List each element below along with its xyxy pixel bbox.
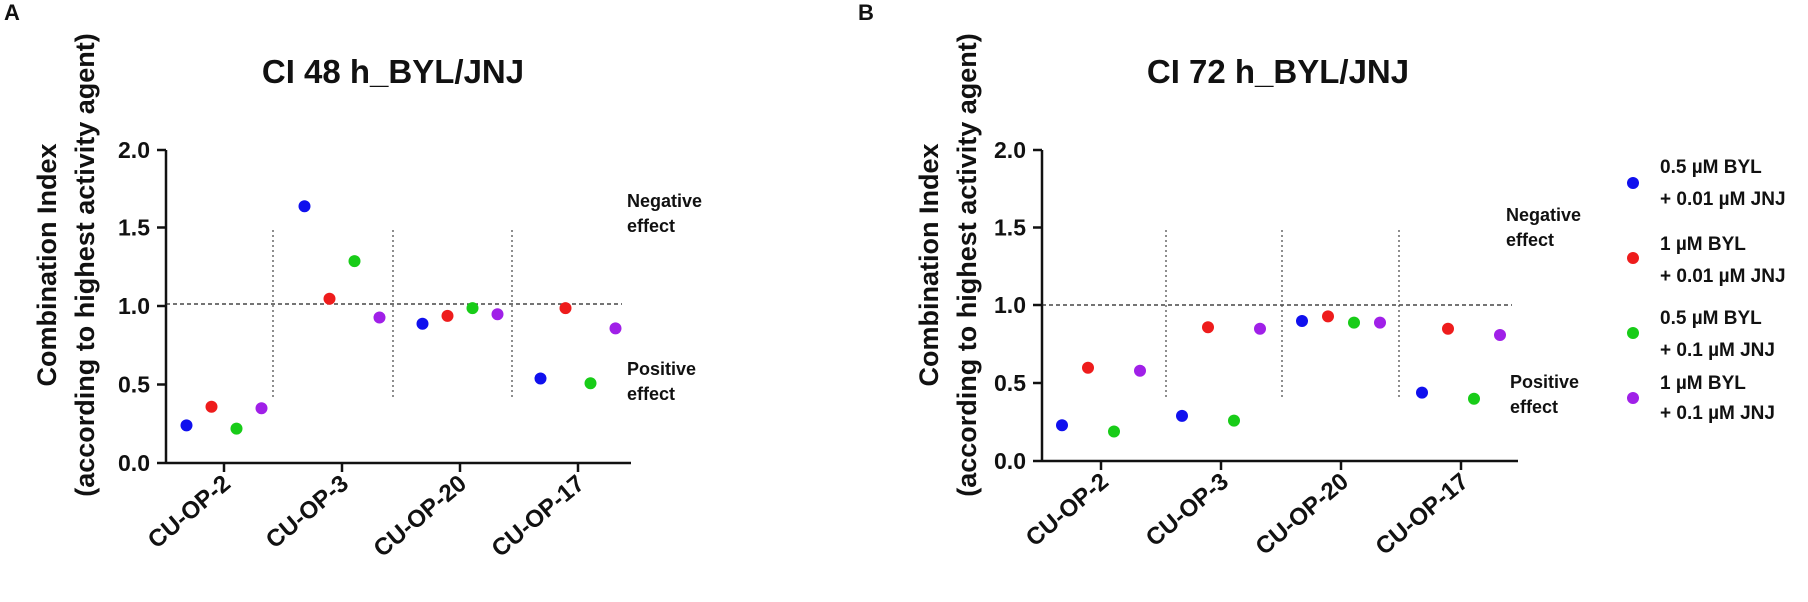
legend-label-2: + 0.01 µM JNJ xyxy=(1660,189,1786,210)
legend-label-2: + 0.01 µM JNJ xyxy=(1660,266,1786,287)
data-point xyxy=(1056,419,1068,432)
legend-item: 0.5 µM BYL + 0.01 µM JNJ xyxy=(1627,157,1786,210)
panel-a-ytick-label: 2.0 xyxy=(118,137,150,163)
panel-a-points xyxy=(180,200,622,435)
panel-a-positive-annotation-2: effect xyxy=(627,384,675,404)
panel-a-ylabel: Combination Index xyxy=(32,144,62,387)
legend-label: 1 µM BYL xyxy=(1660,373,1746,394)
panel-b-positive-annotation-2: effect xyxy=(1510,397,1558,417)
data-point xyxy=(1296,315,1308,327)
panel-b-ytick-label: 1.0 xyxy=(994,292,1026,318)
data-point xyxy=(1228,414,1240,427)
data-point xyxy=(559,302,572,315)
data-point xyxy=(1348,316,1360,329)
panel-b-ytick: 0.0 xyxy=(994,448,1042,474)
panel-b: B CI 72 h_BYL/JNJ Combination Index (acc… xyxy=(858,0,1581,561)
data-point xyxy=(466,302,479,315)
legend-label: 0.5 µM BYL xyxy=(1660,308,1762,329)
panel-b-category-label: CU-OP-17 xyxy=(1371,468,1474,561)
panel-a-negative-annotation-2: effect xyxy=(627,216,675,236)
panel-b-title: CI 72 h_BYL/JNJ xyxy=(1147,53,1409,90)
data-point xyxy=(1494,329,1506,341)
data-point xyxy=(416,317,429,330)
panel-b-points xyxy=(1056,310,1506,438)
data-point xyxy=(180,419,193,432)
data-point xyxy=(1442,322,1454,335)
panel-a-ylabel-2: (according to highest activity agent) xyxy=(70,33,100,497)
data-point xyxy=(491,308,504,321)
legend-marker xyxy=(1627,252,1639,264)
panel-a-label: A xyxy=(4,0,20,25)
panel-b-ytick-label: 1.5 xyxy=(994,215,1026,241)
panel-a-ytick-label: 1.0 xyxy=(118,293,150,319)
panel-a-negative-annotation: Negative xyxy=(627,191,702,211)
panel-a-ytick: 0.0 xyxy=(118,450,166,476)
legend-label-2: + 0.1 µM JNJ xyxy=(1660,403,1775,424)
data-point xyxy=(609,322,622,335)
panel-a-ytick-label: 0.5 xyxy=(118,372,150,398)
data-point xyxy=(373,311,386,324)
data-point xyxy=(1374,316,1386,329)
panel-a-title: CI 48 h_BYL/JNJ xyxy=(262,53,524,90)
data-point xyxy=(1322,310,1334,323)
panel-b-ytick-label: 0.5 xyxy=(994,370,1026,396)
panel-a-ytick: 0.5 xyxy=(118,372,166,398)
data-point xyxy=(1202,321,1214,334)
legend: 0.5 µM BYL + 0.01 µM JNJ 1 µM BYL + 0.01… xyxy=(1627,157,1786,424)
data-point xyxy=(1108,425,1120,438)
panel-b-label: B xyxy=(858,0,874,25)
data-point xyxy=(1176,409,1188,422)
legend-marker xyxy=(1627,327,1639,339)
data-point xyxy=(348,255,361,268)
legend-item: 1 µM BYL + 0.1 µM JNJ xyxy=(1627,373,1775,424)
panel-a-ytick-label: 0.0 xyxy=(118,450,150,476)
panel-b-positive-annotation: Positive xyxy=(1510,372,1579,392)
panel-a: A CI 48 h_BYL/JNJ Combination Index (acc… xyxy=(4,0,702,563)
panel-b-ytick-label: 2.0 xyxy=(994,137,1026,163)
data-point xyxy=(298,200,311,213)
data-point xyxy=(534,372,547,385)
legend-marker xyxy=(1627,392,1639,404)
data-point xyxy=(1134,364,1146,377)
legend-label: 1 µM BYL xyxy=(1660,234,1746,255)
data-point xyxy=(441,309,454,322)
panel-b-category-label: CU-OP-20 xyxy=(1251,468,1354,561)
panel-a-category-label: CU-OP-3 xyxy=(261,470,354,554)
panel-b-negative-annotation: Negative xyxy=(1506,205,1581,225)
legend-marker xyxy=(1627,177,1639,189)
data-point xyxy=(584,377,597,390)
data-point xyxy=(1254,322,1266,335)
data-point xyxy=(323,292,336,305)
panel-b-ylabel: Combination Index xyxy=(914,144,944,387)
panel-b-ytick-label: 0.0 xyxy=(994,448,1026,474)
panel-a-category-label: CU-OP-20 xyxy=(369,470,472,563)
panel-b-category-label: CU-OP-2 xyxy=(1021,468,1114,552)
panel-b-negative-annotation-2: effect xyxy=(1506,230,1554,250)
legend-item: 0.5 µM BYL + 0.1 µM JNJ xyxy=(1627,308,1775,361)
legend-label-2: + 0.1 µM JNJ xyxy=(1660,340,1775,361)
panel-a-category-label: CU-OP-2 xyxy=(143,470,236,554)
legend-label: 0.5 µM BYL xyxy=(1660,157,1762,178)
panel-a-ytick: 1.5 xyxy=(118,215,166,241)
legend-item: 1 µM BYL + 0.01 µM JNJ xyxy=(1627,234,1786,287)
panel-a-positive-annotation: Positive xyxy=(627,359,696,379)
panel-b-ytick: 1.5 xyxy=(994,215,1042,241)
data-point xyxy=(255,402,268,415)
data-point xyxy=(1416,386,1428,399)
panel-a-category-label: CU-OP-17 xyxy=(487,470,590,563)
panel-b-category-label: CU-OP-3 xyxy=(1141,468,1234,552)
data-point xyxy=(1468,392,1480,405)
panel-b-ytick: 1.0 xyxy=(994,292,1042,318)
panel-b-ylabel-2: (according to highest activity agent) xyxy=(952,33,982,497)
panel-a-ytick: 1.0 xyxy=(118,293,166,319)
panel-a-ytick: 2.0 xyxy=(118,137,166,163)
panel-a-ytick-label: 1.5 xyxy=(118,215,150,241)
data-point xyxy=(230,422,243,435)
panel-b-ytick: 0.5 xyxy=(994,370,1042,396)
data-point xyxy=(1082,361,1094,374)
panel-b-ytick: 2.0 xyxy=(994,137,1042,163)
data-point xyxy=(205,400,218,413)
